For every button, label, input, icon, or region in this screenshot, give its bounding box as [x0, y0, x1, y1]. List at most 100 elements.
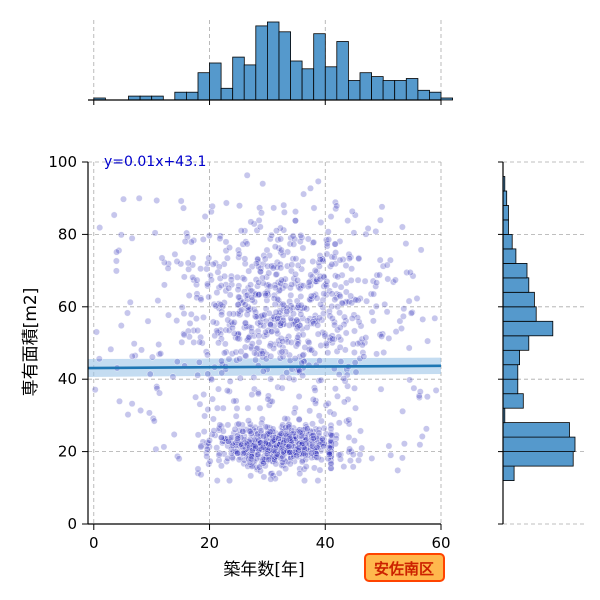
scatter-point: [193, 294, 201, 301]
scatter-point: [277, 235, 284, 243]
scatter-point: [245, 267, 253, 275]
x-tick-label: 0: [89, 534, 99, 552]
scatter-point: [213, 444, 221, 452]
scatter-point: [177, 260, 185, 268]
x-histogram-bar: [428, 91, 442, 101]
scatter-point: [316, 256, 324, 263]
scatter-point: [419, 315, 427, 323]
scatter-point: [373, 350, 380, 358]
scatter-point: [200, 313, 207, 321]
scatter-point: [332, 249, 339, 257]
scatter-point: [260, 432, 267, 440]
scatter-point: [255, 446, 263, 454]
scatter-point: [251, 443, 259, 450]
scatter-point: [209, 415, 217, 423]
scatter-point: [355, 456, 362, 464]
scatter-point: [173, 358, 181, 366]
scatter-point: [254, 282, 261, 290]
scatter-point: [287, 291, 295, 299]
scatter-point: [372, 227, 380, 235]
scatter-point: [239, 240, 247, 248]
scatter-point: [284, 338, 291, 346]
scatter-point: [246, 420, 254, 428]
scatter-point: [107, 345, 115, 353]
scatter-point: [256, 204, 263, 212]
scatter-point: [209, 260, 217, 268]
scatter-point: [381, 300, 389, 308]
scatter-point: [337, 283, 345, 291]
scatter-point: [301, 433, 309, 441]
scatter-point: [205, 232, 213, 240]
scatter-point: [385, 442, 393, 450]
scatter-point: [256, 318, 264, 326]
scatter-point: [323, 240, 331, 248]
scatter-point: [294, 276, 301, 284]
scatter-point: [316, 314, 323, 322]
scatter-point: [138, 346, 145, 354]
scatter-point: [317, 300, 324, 308]
x-histogram-bar: [290, 60, 303, 101]
scatter-point: [216, 274, 224, 282]
scatter-point: [299, 440, 306, 448]
scatter-point: [214, 268, 222, 276]
scatter-point: [153, 197, 161, 204]
x-histogram-bar: [255, 25, 268, 101]
x-histogram-bar: [359, 72, 373, 101]
scatter-point: [248, 462, 256, 470]
scatter-point: [153, 383, 161, 390]
scatter-point: [327, 431, 335, 439]
scatter-point: [319, 329, 326, 336]
scatter-point: [228, 434, 236, 442]
scatter-point: [385, 334, 393, 342]
scatter-point: [332, 431, 340, 439]
scatter-point: [282, 436, 290, 444]
scatter-point: [117, 322, 125, 329]
scatter-point: [223, 254, 231, 262]
scatter-point: [330, 335, 338, 343]
scatter-point: [294, 447, 302, 455]
scatter-point: [204, 280, 211, 288]
y-histogram-bar: [502, 291, 535, 308]
scatter-point: [260, 473, 268, 481]
scatter-point: [312, 277, 319, 285]
scatter-point: [315, 262, 323, 270]
scatter-point: [274, 236, 282, 244]
scatter-point: [259, 455, 267, 463]
marginal-y-histogram: [498, 161, 576, 525]
scatter-point: [273, 314, 281, 322]
scatter-point: [298, 359, 306, 367]
scatter-point: [348, 265, 355, 273]
scatter-point: [291, 404, 299, 412]
scatter-point: [255, 216, 263, 224]
scatter-point: [296, 428, 304, 436]
scatter-point: [323, 282, 330, 290]
scatter-point: [128, 352, 136, 360]
scatter-point: [199, 438, 207, 446]
scatter-point: [216, 235, 224, 243]
scatter-point: [311, 386, 319, 394]
scatter-point: [270, 436, 278, 444]
scatter-point: [257, 439, 265, 447]
scatter-point: [255, 291, 263, 299]
y-histogram-bar: [502, 364, 519, 380]
scatter-point: [295, 393, 303, 400]
scatter-point: [160, 281, 168, 289]
scatter-point: [287, 302, 295, 310]
scatter-point: [296, 238, 304, 245]
scatter-point: [267, 262, 275, 270]
scatter-point: [323, 278, 331, 285]
scatter-point: [267, 352, 275, 360]
scatter-point: [291, 320, 299, 328]
x-histogram-bar: [347, 80, 361, 101]
scatter-point: [295, 444, 303, 452]
scatter-point: [173, 258, 181, 265]
scatter-point: [209, 318, 217, 326]
scatter-point: [193, 276, 201, 284]
scatter-point: [292, 217, 299, 225]
scatter-point: [282, 465, 289, 473]
scatter-point: [357, 427, 364, 435]
scatter-point: [248, 328, 256, 335]
scatter-point: [194, 327, 202, 334]
scatter-point: [342, 317, 350, 325]
y-axis-label: 専有面積[m2]: [21, 288, 41, 397]
